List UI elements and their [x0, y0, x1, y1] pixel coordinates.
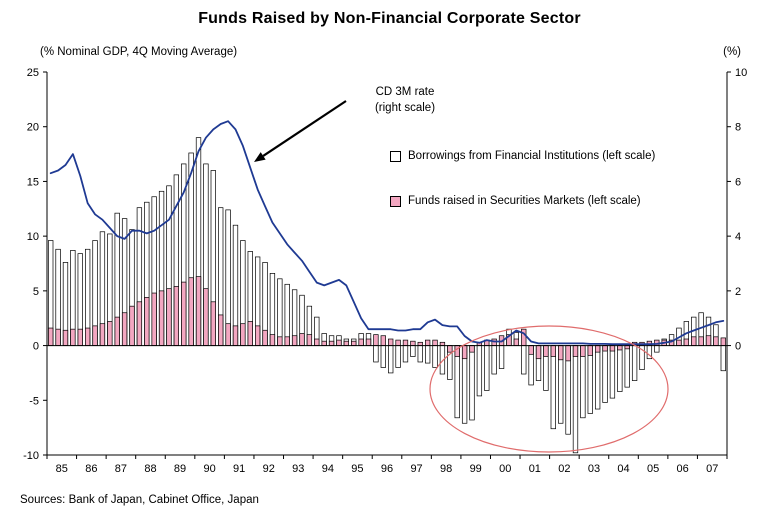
svg-text:10: 10 — [27, 231, 39, 243]
svg-text:87: 87 — [115, 463, 127, 475]
left-axis-caption: (% Nominal GDP, 4Q Moving Average) — [40, 46, 238, 58]
svg-text:91: 91 — [233, 463, 245, 475]
svg-text:04: 04 — [617, 463, 629, 475]
securities-swatch-icon — [390, 195, 401, 207]
svg-text:02: 02 — [558, 463, 570, 475]
svg-text:94: 94 — [322, 463, 334, 475]
svg-text:01: 01 — [529, 463, 541, 475]
svg-text:4: 4 — [735, 231, 741, 243]
svg-text:00: 00 — [499, 463, 511, 475]
svg-text:-10: -10 — [23, 450, 39, 462]
svg-text:25: 25 — [27, 67, 39, 79]
svg-text:8: 8 — [735, 122, 741, 134]
svg-text:99: 99 — [470, 463, 482, 475]
svg-text:-5: -5 — [29, 395, 39, 407]
svg-text:03: 03 — [588, 463, 600, 475]
svg-text:07: 07 — [706, 463, 718, 475]
borrowings-swatch-icon — [390, 150, 401, 162]
svg-text:0: 0 — [33, 341, 39, 353]
svg-text:98: 98 — [440, 463, 452, 475]
svg-text:92: 92 — [263, 463, 275, 475]
svg-text:89: 89 — [174, 463, 186, 475]
svg-text:96: 96 — [381, 463, 393, 475]
svg-text:88: 88 — [144, 463, 156, 475]
svg-text:15: 15 — [27, 176, 39, 188]
cd-rate-annotation: CD 3M rate (right scale) — [330, 84, 480, 116]
legend-item-securities: Funds raised in Securities Markets (left… — [390, 195, 641, 207]
svg-text:85: 85 — [56, 463, 68, 475]
svg-text:93: 93 — [292, 463, 304, 475]
legend-item-borrowings: Borrowings from Financial Institutions (… — [390, 150, 655, 162]
svg-text:06: 06 — [677, 463, 689, 475]
cd-rate-annotation-line2: (right scale) — [374, 102, 436, 115]
right-axis-caption: (%) — [723, 46, 741, 58]
svg-text:2: 2 — [735, 286, 741, 298]
svg-text:90: 90 — [203, 463, 215, 475]
svg-text:0: 0 — [735, 341, 741, 353]
chart-title: Funds Raised by Non-Financial Corporate … — [198, 10, 581, 27]
cd-rate-annotation-line1: CD 3M rate — [375, 86, 435, 98]
svg-text:86: 86 — [85, 463, 97, 475]
svg-text:97: 97 — [410, 463, 422, 475]
svg-text:6: 6 — [735, 176, 741, 188]
svg-text:05: 05 — [647, 463, 659, 475]
svg-text:95: 95 — [351, 463, 363, 475]
svg-text:20: 20 — [27, 122, 39, 134]
legend-label-securities: Funds raised in Securities Markets (left… — [408, 195, 641, 207]
svg-text:5: 5 — [33, 286, 39, 298]
legend-label-borrowings: Borrowings from Financial Institutions (… — [408, 150, 656, 162]
svg-text:10: 10 — [735, 67, 747, 79]
source-note: Sources: Bank of Japan, Cabinet Office, … — [20, 494, 259, 506]
